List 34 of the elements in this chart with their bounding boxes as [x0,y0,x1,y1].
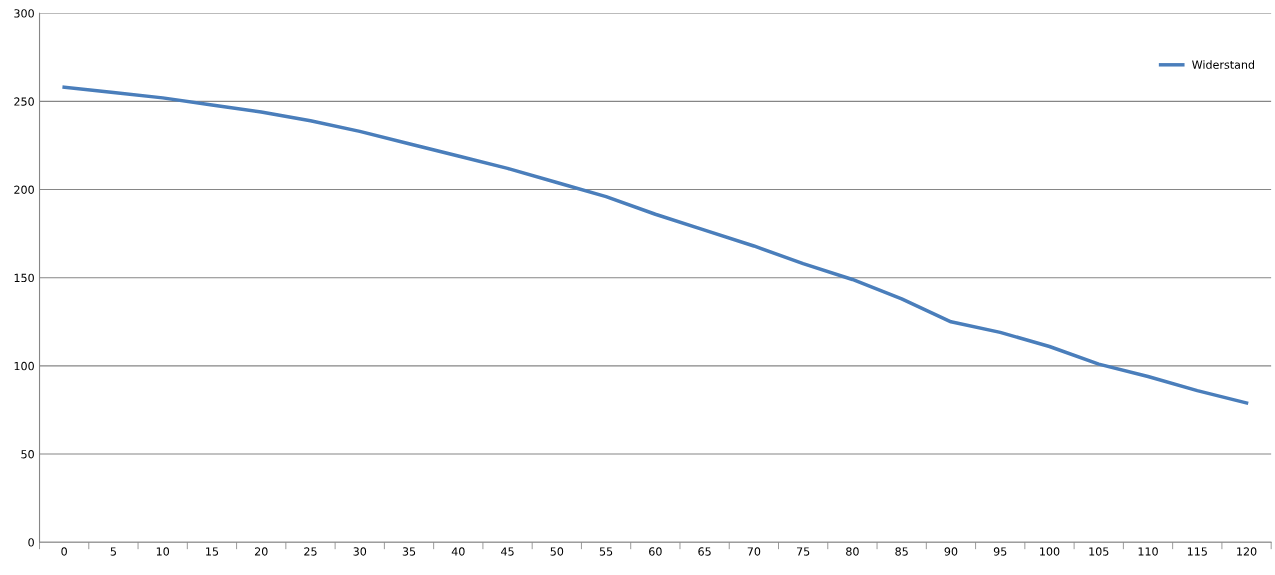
x-tick-label: 60 [649,547,662,556]
y-tick-label: 100 [14,361,34,371]
x-tick-label: 15 [206,547,219,556]
x-tick-label: 25 [304,547,317,556]
x-tick-label: 30 [353,547,367,556]
x-tick-label: 45 [501,547,514,556]
x-tick-label: 80 [846,547,859,556]
y-tick-label: 0 [28,538,34,547]
x-tick-label: 0 [61,547,67,556]
x-tick-label: 95 [993,547,1007,556]
y-tick-label: 300 [14,9,34,18]
x-tick-label: 35 [402,547,416,556]
x-tick-label: 75 [796,547,810,556]
y-tick-label: 50 [21,450,34,459]
x-tick-label: 100 [1040,547,1060,556]
x-tick-label: 55 [599,547,613,556]
x-tick-label: 85 [895,547,908,556]
x-tick-label: 10 [156,547,170,556]
y-tick-label: 200 [14,185,34,194]
x-tick-label: 50 [550,547,564,556]
line-series [62,85,1249,405]
x-tick-label: 115 [1187,547,1207,556]
x-tick-label: 120 [1237,547,1257,556]
x-tick-label: 5 [110,547,116,556]
y-tick-label: 250 [14,97,34,106]
x-tick-label: 40 [451,547,465,556]
x-tick-label: 110 [1138,547,1158,556]
x-tick-label: 70 [747,547,761,556]
x-tick-label: 105 [1089,547,1109,556]
legend-label: Widerstand [1192,60,1255,69]
y-tick-label: 150 [14,273,34,283]
x-tick-label: 20 [254,547,268,556]
x-tick-label: 65 [698,547,711,556]
x-tick-label: 90 [944,547,958,556]
